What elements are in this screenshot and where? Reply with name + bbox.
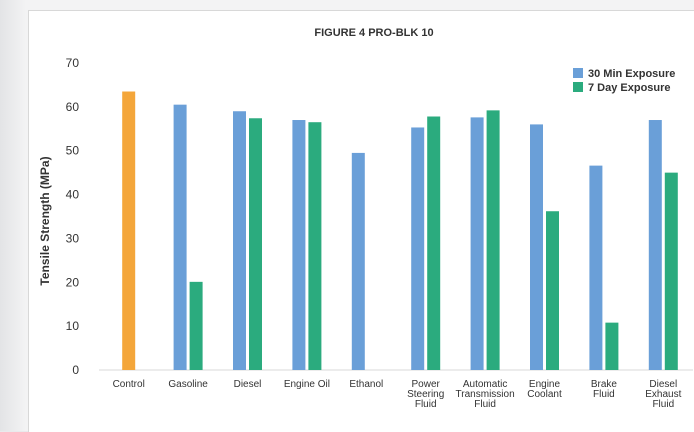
chart-title: FIGURE 4 PRO-BLK 10 (314, 27, 433, 39)
category-label: Control (113, 379, 145, 390)
bar-7-day (308, 122, 322, 370)
bar-7-day (605, 322, 619, 370)
y-tick-label: 0 (72, 363, 79, 377)
bar-30-min (589, 165, 603, 370)
category-label: Brake Fluid (591, 379, 618, 400)
bar-control (122, 91, 136, 370)
y-tick-label: 30 (66, 231, 80, 245)
bar-30-min (173, 104, 187, 371)
legend-swatch (573, 82, 583, 92)
category-label: Gasoline (168, 379, 208, 390)
category-label: Power Steering Fluid (407, 379, 444, 410)
bar-30-min (411, 127, 425, 370)
y-tick-label: 50 (66, 144, 80, 158)
y-tick-label: 20 (66, 275, 80, 289)
legend: 30 Min Exposure 7 Day Exposure (573, 68, 675, 94)
category-labels: Control Gasoline Diesel Engine Oil Ethanol Po… (113, 379, 682, 410)
bar-7-day (546, 211, 559, 370)
bar-30-min (470, 117, 484, 370)
bar-7-day (249, 118, 262, 370)
legend-label: 30 Min Exposure (588, 68, 675, 80)
y-tick-label: 40 (66, 188, 80, 202)
legend-swatch (573, 68, 583, 78)
bars (122, 91, 678, 371)
bar-7-day (189, 281, 203, 370)
bar-7-day (427, 116, 441, 371)
y-tick-label: 70 (66, 56, 80, 70)
bar-30-min (530, 124, 543, 371)
category-label: Automatic Transmission Fluid (456, 379, 515, 410)
bar-chart: FIGURE 4 PRO-BLK 10 Tensile Strength (MP… (38, 27, 693, 410)
y-axis-ticks: 0 10 20 30 40 50 60 70 (66, 56, 80, 377)
y-tick-label: 10 (66, 319, 80, 333)
bar-30-min (233, 111, 246, 370)
bar-7-day (664, 172, 678, 370)
category-label: Diesel (234, 379, 262, 390)
bar-30-min (351, 152, 365, 370)
bar-30-min (292, 120, 306, 370)
category-label: Ethanol (349, 379, 383, 390)
bar-7-day (486, 110, 500, 370)
category-label: Engine Oil (284, 379, 330, 390)
category-label: Engine Coolant (527, 379, 562, 400)
y-axis-label: Tensile Strength (MPa) (38, 156, 52, 285)
category-label: Diesel Exhaust Fluid (645, 379, 681, 410)
y-tick-label: 60 (66, 100, 80, 114)
bar-30-min (648, 120, 662, 370)
chart-card: FIGURE 4 PRO-BLK 10 Tensile Strength (MP… (28, 10, 694, 432)
legend-label: 7 Day Exposure (588, 82, 671, 94)
